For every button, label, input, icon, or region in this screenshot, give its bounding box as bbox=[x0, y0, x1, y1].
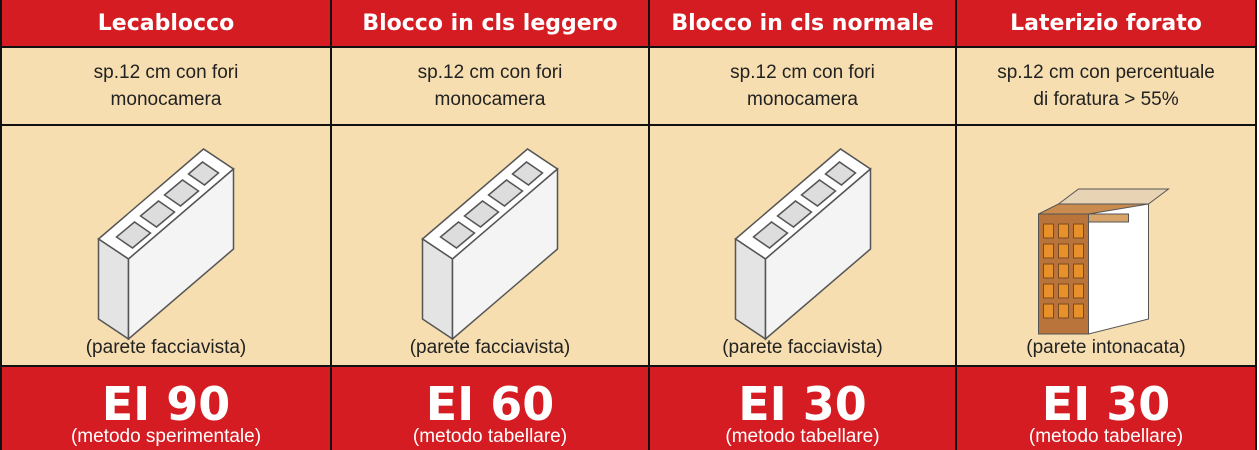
rating-cell: EI 30 (metodo tabellare) bbox=[957, 367, 1255, 450]
column: Blocco in cls leggero sp.12 cm con fori mo… bbox=[332, 0, 650, 450]
description-line: monocamera bbox=[434, 89, 546, 110]
description: sp.12 cm con fori monocamera bbox=[332, 48, 648, 126]
caption: (parete intonacata) bbox=[1026, 337, 1186, 358]
column: Blocco in cls normale sp.12 cm con fori mo… bbox=[650, 0, 957, 450]
rating-cell: EI 60 (metodo tabellare) bbox=[332, 367, 648, 450]
brick-icon bbox=[1038, 188, 1169, 335]
method: (metodo sperimentale) bbox=[70, 426, 262, 447]
description-line: sp.12 cm con fori bbox=[93, 62, 239, 83]
block-icon bbox=[97, 148, 235, 340]
column: Laterizio forato sp.12 cm con percentuale… bbox=[957, 0, 1257, 450]
method: (metodo tabellare) bbox=[1028, 426, 1184, 447]
rating: EI 30 bbox=[1041, 377, 1171, 431]
description: sp.12 cm con fori monocamera bbox=[650, 48, 955, 126]
description-line: monocamera bbox=[110, 89, 222, 110]
caption: (parete facciavista) bbox=[85, 337, 247, 358]
description: sp.12 cm con percentuale di foratura > 55… bbox=[957, 48, 1255, 126]
method: (metodo tabellare) bbox=[725, 426, 880, 447]
rating-cell: EI 30 (metodo tabellare) bbox=[650, 367, 955, 450]
rating: EI 90 bbox=[101, 377, 231, 431]
block-icon bbox=[734, 148, 871, 340]
column-title: Laterizio forato bbox=[957, 0, 1255, 48]
caption: (parete facciavista) bbox=[409, 337, 571, 358]
block-icon bbox=[421, 148, 559, 340]
description-line: monocamera bbox=[747, 89, 858, 110]
picture-cell: (parete facciavista) bbox=[332, 126, 648, 367]
column-title: Blocco in cls leggero bbox=[332, 0, 648, 48]
picture-cell: (parete facciavista) bbox=[2, 126, 330, 367]
description-line: di foratura > 55% bbox=[1033, 89, 1179, 110]
picture-cell: (parete intonacata) bbox=[957, 126, 1255, 367]
rating: EI 30 bbox=[738, 377, 867, 431]
description-line: sp.12 cm con fori bbox=[417, 62, 563, 83]
column-title: Lecablocco bbox=[2, 0, 330, 48]
method: (metodo tabellare) bbox=[412, 426, 568, 447]
description-line: sp.12 cm con percentuale bbox=[997, 62, 1215, 83]
column-title: Blocco in cls normale bbox=[650, 0, 955, 48]
caption: (parete facciavista) bbox=[722, 337, 883, 358]
description: sp.12 cm con fori monocamera bbox=[2, 48, 330, 126]
picture-cell: (parete facciavista) bbox=[650, 126, 955, 367]
rating: EI 60 bbox=[425, 377, 555, 431]
column: Lecablocco sp.12 cm con fori monocamera (pa… bbox=[0, 0, 332, 450]
rating-cell: EI 90 (metodo sperimentale) bbox=[2, 367, 330, 450]
description-line: sp.12 cm con fori bbox=[730, 62, 875, 83]
